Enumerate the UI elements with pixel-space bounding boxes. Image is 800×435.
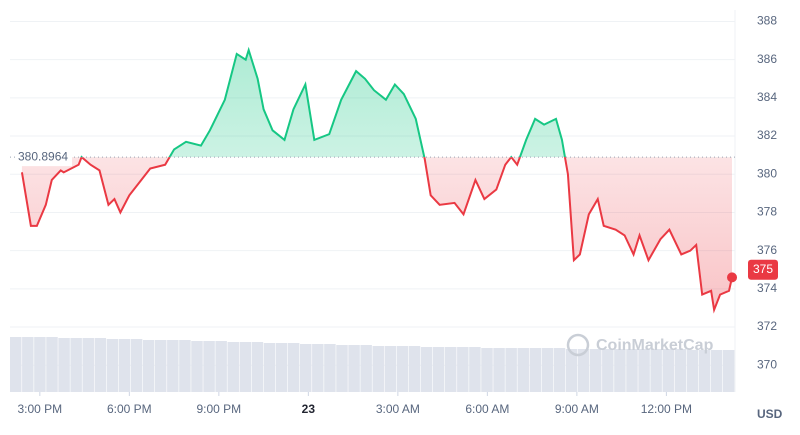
volume-bar <box>505 348 517 392</box>
price-line-down <box>20 157 733 314</box>
y-tick-label: 376 <box>757 243 777 257</box>
volume-bar <box>239 342 252 392</box>
volume-bar <box>432 347 445 392</box>
watermark: CoinMarketCap <box>596 337 714 354</box>
volume-bar <box>529 348 542 392</box>
y-tick-label: 386 <box>757 52 777 66</box>
volume-bar <box>179 340 191 392</box>
price-tag <box>748 259 778 280</box>
volume-bar <box>420 347 433 392</box>
volume-bar <box>34 337 46 392</box>
y-tick-label: 378 <box>757 205 777 219</box>
x-tick-label: 23 <box>302 402 316 416</box>
volume-bar <box>517 348 529 392</box>
volume-bar <box>191 341 203 392</box>
volume-bar <box>698 350 711 392</box>
price-tag-label: 375 <box>753 262 773 276</box>
volume-bar <box>251 342 264 392</box>
area-down <box>21 157 733 310</box>
last-point <box>727 272 738 283</box>
volume-bar <box>22 337 34 392</box>
volume-bar <box>457 347 469 392</box>
volume-bar <box>203 341 215 392</box>
y-tick-label: 372 <box>757 319 777 333</box>
volume-bar <box>722 350 735 392</box>
volume-bar <box>360 345 372 392</box>
volume-bar <box>287 343 300 392</box>
volume-bar <box>577 349 590 392</box>
x-tick-label: 6:00 AM <box>465 402 509 416</box>
volume-bar <box>130 339 143 392</box>
volume-bar <box>167 340 179 392</box>
volume-bar <box>263 343 276 392</box>
baseline-label-bg <box>16 148 72 167</box>
x-tick-label: 9:00 AM <box>555 402 599 416</box>
volume-bar <box>312 344 324 392</box>
volume-bar <box>408 346 421 392</box>
volume-bar <box>565 349 578 392</box>
volume-bar <box>142 340 155 392</box>
volume-bar <box>626 349 638 392</box>
y-tick-label: 370 <box>757 357 777 371</box>
volume-bar <box>118 339 131 392</box>
volume-bar <box>481 348 493 392</box>
volume-bar <box>106 339 119 392</box>
x-tick-label: 3:00 PM <box>17 402 62 416</box>
volume-bar <box>227 342 239 392</box>
volume-bar <box>662 349 674 392</box>
volume-bar <box>82 338 94 392</box>
volume-bar <box>396 346 409 392</box>
volume-bar <box>10 337 22 392</box>
x-tick-label: 6:00 PM <box>107 402 152 416</box>
volume-bar <box>710 350 723 392</box>
volume-bar <box>155 340 167 392</box>
y-tick-label: 380 <box>757 166 777 180</box>
y-tick-label: 384 <box>757 90 777 104</box>
watermark-logo <box>566 333 590 357</box>
volume-bar <box>46 337 58 392</box>
volume-bar <box>553 348 566 392</box>
volume-bar <box>94 338 107 392</box>
volume-bar <box>300 344 312 392</box>
x-tick-label: 12:00 PM <box>641 402 692 416</box>
volume-bar <box>348 345 360 392</box>
x-tick-label: 3:00 AM <box>376 402 420 416</box>
volume-bar <box>215 341 227 392</box>
volume-bar <box>638 349 650 392</box>
volume-bar <box>275 343 288 392</box>
y-tick-label: 374 <box>757 281 777 295</box>
x-tick-label: 9:00 PM <box>196 402 241 416</box>
volume-bar <box>614 349 626 392</box>
volume-bar <box>686 350 699 392</box>
volume-bar <box>469 347 481 392</box>
volume-bar <box>541 348 554 392</box>
volume-bar <box>384 346 397 392</box>
volume-bar <box>372 346 384 392</box>
volume-bar <box>70 338 82 392</box>
volume-bar <box>336 345 348 392</box>
volume-bar <box>58 338 70 392</box>
volume-bar <box>674 349 687 392</box>
volume-bar <box>602 349 614 392</box>
volume-bar <box>324 344 336 392</box>
price-line-up <box>80 46 566 158</box>
baseline-label: 380.8964 <box>18 149 68 163</box>
y-tick-label: 382 <box>757 128 777 142</box>
volume-bar <box>590 349 602 392</box>
y-unit: USD <box>757 407 783 421</box>
y-tick-label: 388 <box>757 14 777 28</box>
volume-bar <box>650 349 662 392</box>
volume-bar <box>493 348 505 392</box>
volume-bar <box>445 347 457 392</box>
